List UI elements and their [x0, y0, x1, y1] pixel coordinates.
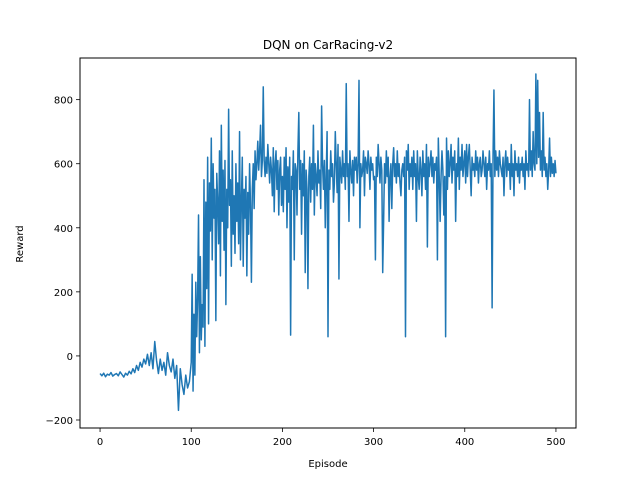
y-tick-label: 600 [54, 160, 73, 171]
x-tick-label: 400 [455, 437, 474, 448]
x-tick-label: 500 [546, 437, 565, 448]
axis-ticks: 0 100 200 300 400 500 −200 0 200 400 600 800 [46, 96, 566, 448]
axes-frame [79, 57, 577, 429]
y-tick-label: 400 [54, 224, 73, 235]
plot-area [99, 73, 557, 412]
x-tick-label: 0 [97, 437, 103, 448]
series-line-0 [99, 73, 557, 412]
y-tick-label: −200 [46, 416, 73, 427]
x-axis-label: Episode [308, 459, 347, 470]
y-tick-label: 0 [67, 352, 73, 363]
x-tick-label: 300 [364, 437, 383, 448]
x-tick-label: 200 [273, 437, 292, 448]
x-tick-label: 100 [182, 437, 201, 448]
y-axis-label: Reward [15, 225, 26, 262]
y-tick-label: 200 [54, 288, 73, 299]
y-tick-label: 800 [54, 96, 73, 107]
chart-title: DQN on CarRacing-v2 [263, 38, 393, 52]
